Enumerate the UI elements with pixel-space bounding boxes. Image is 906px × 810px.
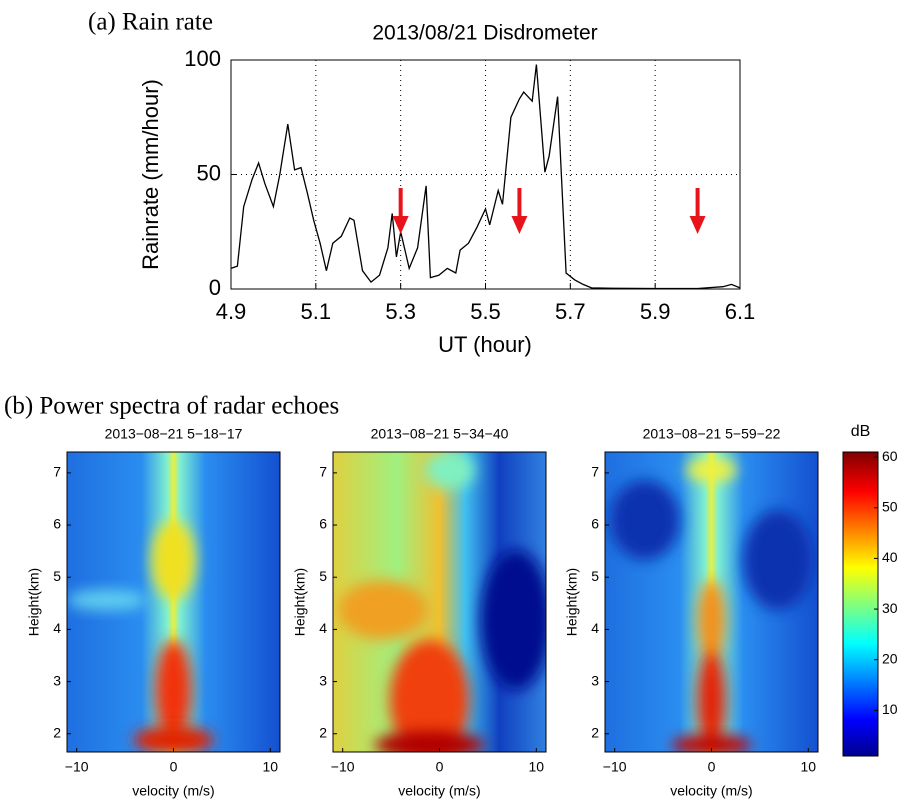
rain-rate-line	[230, 64, 741, 290]
x-tick-label: 5.3	[385, 299, 416, 324]
arrow	[511, 188, 528, 234]
x-tick-label: 5.7	[555, 299, 586, 324]
y-tick-label: 7	[319, 464, 327, 480]
y-tick-label: 4	[53, 620, 61, 636]
x-tick-label: 10	[529, 759, 545, 775]
y-tick-label: 6	[53, 516, 61, 532]
x-axis-label: velocity (m/s)	[132, 783, 214, 799]
spectrum-feature	[424, 452, 475, 490]
colorbar-tick-label: 50	[882, 498, 898, 514]
y-tick-label: 2	[53, 724, 61, 740]
chart-title: 2013/08/21 Disdrometer	[372, 22, 597, 45]
colorbar-tick-label: 30	[882, 600, 898, 616]
y-tick-label: 4	[591, 620, 599, 636]
plot-frame	[230, 59, 741, 290]
spectrum-feature	[133, 726, 214, 752]
y-tick-label: 3	[319, 672, 327, 688]
colorbar-tick-label: 40	[882, 549, 898, 565]
spectrum-feature	[151, 520, 196, 600]
y-tick-label: 2	[319, 724, 327, 740]
y-axis-label: Height(km)	[564, 568, 580, 636]
y-tick-label: 6	[591, 516, 599, 532]
arrow-head	[511, 216, 528, 234]
x-tick-label: 10	[263, 759, 279, 775]
arrow	[689, 188, 706, 234]
panel-label: (a) Rain rate	[88, 9, 213, 36]
spectrum-feature	[697, 580, 726, 660]
x-tick-label: −10	[603, 759, 627, 775]
spectrum-feature	[374, 731, 485, 752]
spectrum-feature	[155, 640, 192, 740]
colorbar-tick-label: 60	[882, 448, 898, 464]
y-axis-label: Height(km)	[292, 568, 308, 636]
y-tick-label: 50	[197, 160, 221, 185]
spectrum-feature	[338, 580, 428, 640]
colorbar	[842, 451, 879, 757]
spectrum-feature	[671, 735, 752, 752]
y-tick-label: 5	[319, 568, 327, 584]
x-tick-label: 5.1	[301, 299, 332, 324]
y-tick-label: 0	[209, 275, 221, 300]
y-axis-label: Height(km)	[26, 568, 42, 636]
spectrum-feature	[697, 650, 726, 750]
x-tick-label: 0	[170, 759, 178, 775]
x-tick-label: 5.9	[640, 299, 671, 324]
panel-title: 2013−08−21 5−34−40	[371, 426, 509, 442]
y-tick-label: 3	[53, 672, 61, 688]
x-axis-label: velocity (m/s)	[670, 783, 752, 799]
x-axis-label: velocity (m/s)	[398, 783, 480, 799]
y-tick-label: 7	[53, 464, 61, 480]
spectrum-image	[605, 452, 818, 752]
arrow-head	[689, 216, 706, 234]
spectrum-feature	[610, 480, 680, 560]
y-tick-label: 3	[591, 672, 599, 688]
x-tick-label: 6.1	[725, 299, 756, 324]
y-tick-label: 2	[591, 724, 599, 740]
spectrum-feature	[686, 458, 737, 482]
x-tick-label: 4.9	[216, 299, 247, 324]
x-tick-label: 0	[436, 759, 444, 775]
y-tick-label: 7	[591, 464, 599, 480]
y-tick-label: 100	[184, 46, 221, 71]
x-tick-label: 5.5	[470, 299, 501, 324]
panel-title: 2013−08−21 5−18−17	[105, 426, 243, 442]
x-axis-label: UT (hour)	[438, 332, 532, 357]
x-tick-label: −10	[65, 759, 89, 775]
x-tick-label: 0	[708, 759, 716, 775]
panel-title: 2013−08−21 5−59−22	[643, 426, 781, 442]
y-tick-label: 5	[53, 568, 61, 584]
spectrum-image	[67, 452, 280, 752]
arrow	[392, 188, 409, 234]
y-tick-label: 6	[319, 516, 327, 532]
y-tick-label: 5	[591, 568, 599, 584]
x-tick-label: −10	[331, 759, 355, 775]
colorbar-tick-label: 20	[882, 650, 898, 666]
panel-label: (b) Power spectra of radar echoes	[4, 393, 339, 420]
y-axis-label: Rainrate (mm/hour)	[138, 79, 163, 270]
spectrum-image	[333, 452, 546, 752]
spectrum-feature	[743, 510, 813, 610]
arrow-head	[392, 216, 409, 234]
spectrum-feature	[389, 640, 470, 752]
colorbar-tick-label: 10	[882, 701, 898, 717]
y-tick-label: 4	[319, 620, 327, 636]
x-tick-label: 10	[801, 759, 817, 775]
spectrum-feature	[481, 550, 546, 690]
spectrum-feature	[67, 590, 147, 610]
colorbar-label: dB	[851, 423, 871, 440]
